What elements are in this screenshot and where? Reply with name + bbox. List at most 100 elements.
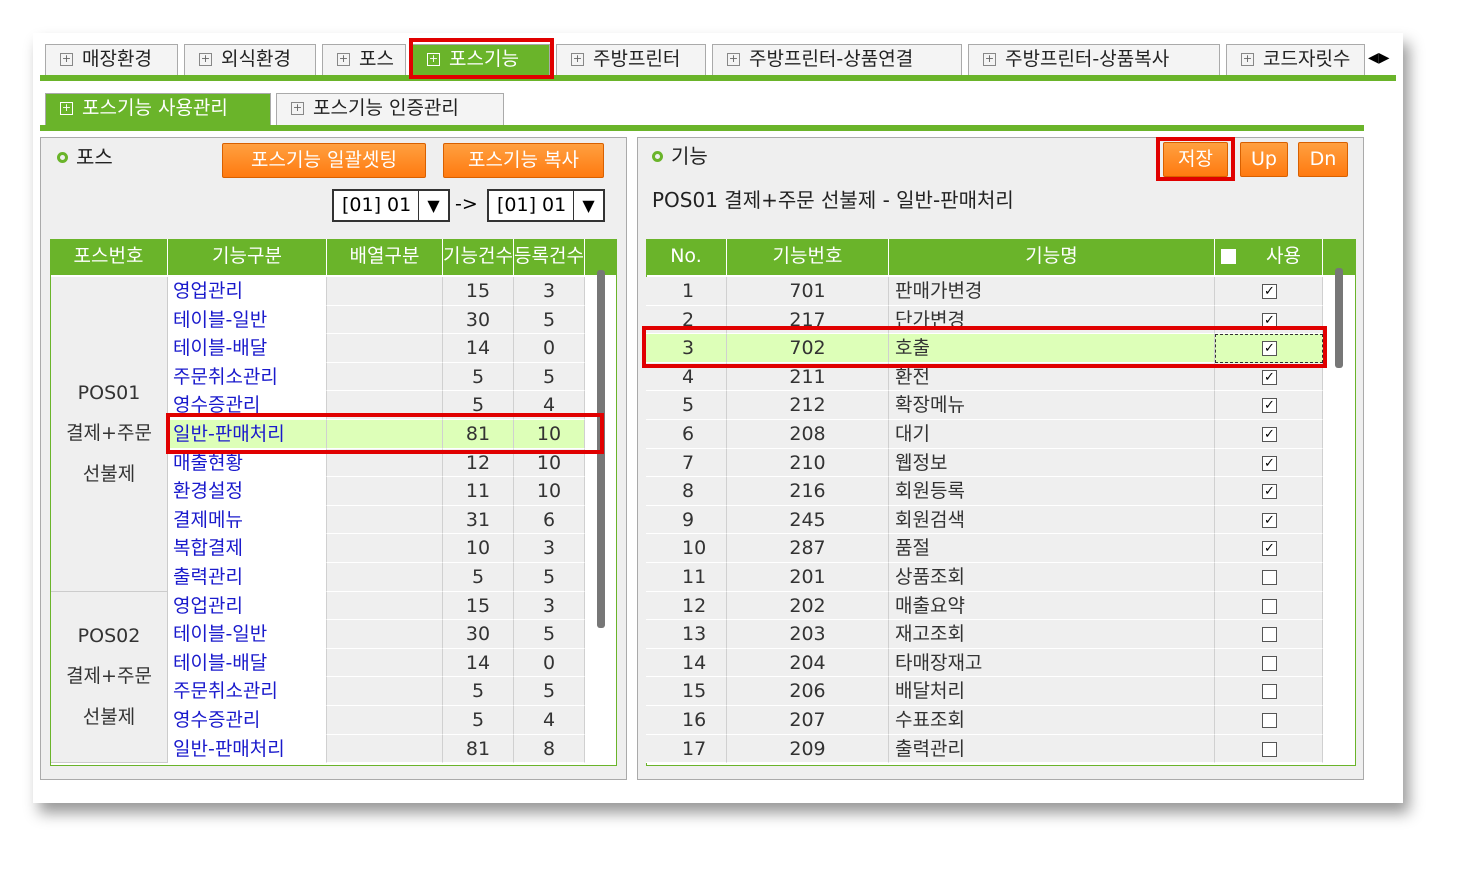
button[interactable]: Dn bbox=[1298, 142, 1348, 177]
pos-label: 결제+주문 bbox=[66, 664, 152, 687]
cell: 15 bbox=[443, 591, 514, 621]
button[interactable]: 저장 bbox=[1163, 142, 1228, 177]
tab[interactable]: 포스 bbox=[322, 44, 406, 75]
cell: 204 bbox=[727, 648, 889, 678]
row[interactable] bbox=[646, 534, 1323, 563]
pos-label: 선불제 bbox=[82, 705, 136, 728]
cell: 출력관리 bbox=[168, 563, 327, 592]
tab[interactable]: 포스기능 bbox=[412, 44, 550, 75]
button[interactable]: 포스기능 일괄셋팅 bbox=[222, 143, 426, 178]
checkbox[interactable] bbox=[1262, 570, 1277, 585]
cell: 5 bbox=[646, 391, 727, 420]
cell bbox=[1215, 505, 1323, 535]
checkbox[interactable] bbox=[1262, 713, 1277, 728]
cell: 3 bbox=[514, 277, 585, 306]
cell: 701 bbox=[727, 277, 889, 306]
checkbox[interactable] bbox=[1262, 541, 1277, 557]
cell bbox=[327, 734, 443, 764]
cell: 5 bbox=[443, 706, 514, 735]
cell: 상품조회 bbox=[889, 563, 1215, 592]
row[interactable] bbox=[646, 448, 1323, 478]
checkbox[interactable] bbox=[1262, 655, 1277, 671]
cell bbox=[1215, 534, 1323, 563]
cell: 6 bbox=[646, 420, 727, 449]
cell: 216 bbox=[727, 477, 889, 506]
cell bbox=[327, 563, 443, 592]
cell: 매출요약 bbox=[889, 591, 1215, 621]
row[interactable] bbox=[646, 734, 1323, 764]
header-cell: 기능명 bbox=[889, 239, 1215, 275]
cell: 14 bbox=[443, 334, 514, 363]
row[interactable] bbox=[646, 677, 1323, 706]
subtab[interactable]: 포스기능 인증관리 bbox=[276, 93, 504, 126]
checkbox[interactable] bbox=[1262, 455, 1277, 471]
tab[interactable]: 주방프린터 bbox=[556, 44, 706, 75]
checkbox[interactable] bbox=[1262, 598, 1277, 614]
header-scroll bbox=[585, 239, 617, 275]
row[interactable] bbox=[646, 391, 1323, 420]
cell: 영업관리 bbox=[168, 277, 327, 306]
subtab[interactable]: 포스기능 사용관리 bbox=[45, 93, 271, 126]
cell: 287 bbox=[727, 534, 889, 563]
cell: 12 bbox=[646, 591, 727, 621]
cell: 영업관리 bbox=[168, 591, 327, 621]
cell bbox=[327, 677, 443, 706]
cell: 702 bbox=[727, 334, 889, 363]
cell: 0 bbox=[514, 334, 585, 363]
cell bbox=[327, 706, 443, 735]
row[interactable] bbox=[646, 334, 1323, 363]
checkbox[interactable] bbox=[1262, 284, 1277, 299]
cell: 1 bbox=[646, 277, 727, 306]
row[interactable] bbox=[646, 706, 1323, 735]
cell: 2 bbox=[646, 305, 727, 335]
cell: 211 bbox=[727, 362, 889, 392]
row[interactable] bbox=[646, 591, 1323, 621]
row[interactable] bbox=[646, 563, 1323, 592]
right-title: 기능 bbox=[671, 144, 708, 168]
cell: 212 bbox=[727, 391, 889, 420]
checkbox[interactable] bbox=[1262, 427, 1277, 442]
row[interactable] bbox=[646, 620, 1323, 649]
checkbox[interactable] bbox=[1262, 484, 1277, 500]
checkbox[interactable] bbox=[1262, 741, 1277, 757]
tab[interactable]: 매장환경 bbox=[45, 44, 178, 75]
checkbox[interactable] bbox=[1262, 627, 1277, 643]
tab[interactable]: 주방프린터-상품연결 bbox=[712, 44, 962, 75]
cell: 5 bbox=[514, 362, 585, 392]
row[interactable] bbox=[646, 505, 1323, 535]
checkbox[interactable] bbox=[1262, 398, 1277, 414]
header-cell: 포스번호 bbox=[50, 239, 168, 275]
cell: 31 bbox=[443, 505, 514, 535]
cell: 10 bbox=[514, 420, 585, 449]
cell: 7 bbox=[646, 448, 727, 478]
cell bbox=[1215, 305, 1323, 335]
checkbox[interactable] bbox=[1262, 369, 1277, 385]
row[interactable] bbox=[646, 477, 1323, 506]
cell: 환전 bbox=[889, 362, 1215, 392]
checkbox[interactable] bbox=[1262, 512, 1277, 528]
tab[interactable]: 주방프린터-상품복사 bbox=[968, 44, 1220, 75]
cell: 11 bbox=[646, 563, 727, 592]
cell bbox=[1215, 563, 1323, 592]
header-cell: No. bbox=[646, 239, 727, 275]
checkbox[interactable] bbox=[1262, 341, 1277, 357]
row[interactable] bbox=[646, 277, 1323, 306]
button[interactable]: Up bbox=[1240, 142, 1288, 177]
cell: 203 bbox=[727, 620, 889, 649]
row[interactable] bbox=[646, 420, 1323, 449]
cell bbox=[1215, 420, 1323, 449]
cell: 복합결제 bbox=[168, 534, 327, 563]
cell: 재고조회 bbox=[889, 620, 1215, 649]
cell: 3 bbox=[514, 534, 585, 563]
header-checkbox[interactable] bbox=[1221, 249, 1236, 264]
checkbox[interactable] bbox=[1262, 684, 1277, 700]
cell: 5 bbox=[443, 677, 514, 706]
cell bbox=[1215, 677, 1323, 706]
row[interactable] bbox=[646, 648, 1323, 678]
pos-label: 결제+주문 bbox=[66, 421, 152, 444]
tab[interactable]: 외식환경 bbox=[184, 44, 316, 75]
button[interactable]: 포스기능 복사 bbox=[443, 143, 604, 178]
cell: 5 bbox=[514, 677, 585, 706]
cell bbox=[327, 362, 443, 392]
tab[interactable]: 코드자릿수 bbox=[1226, 44, 1365, 75]
